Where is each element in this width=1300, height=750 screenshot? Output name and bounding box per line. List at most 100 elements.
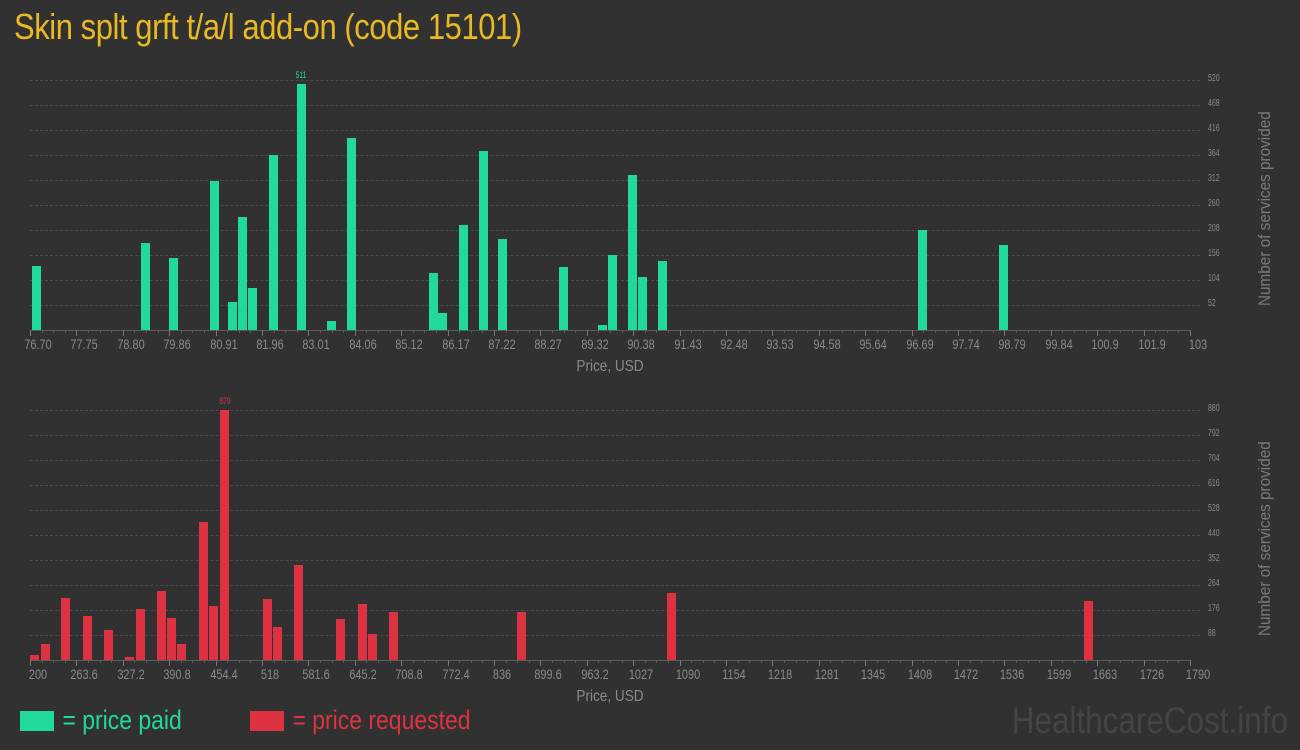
x-minor-tick: [795, 660, 797, 663]
x-minor-tick: [482, 330, 484, 333]
x-tick-mark: [958, 660, 959, 666]
x-minor-tick: [331, 330, 333, 333]
x-minor-tick: [517, 660, 519, 663]
x-tick-mark: [122, 660, 124, 666]
x-minor-tick: [923, 660, 925, 663]
bar: [347, 138, 357, 330]
x-tick-label: 80.91: [209, 336, 238, 352]
x-minor-tick: [41, 330, 43, 333]
x-minor-tick: [1120, 330, 1122, 333]
x-tick-label: 90.38: [627, 336, 655, 352]
bar: [167, 617, 177, 660]
legend-label-requested: = price requested: [292, 705, 471, 735]
x-tick-label: 1726: [1139, 666, 1164, 682]
bar: [327, 320, 337, 330]
x-tick-mark: [679, 330, 681, 336]
x-minor-tick: [1155, 660, 1157, 663]
x-minor-tick: [934, 660, 936, 663]
bar: [141, 242, 151, 330]
x-tick-mark: [865, 660, 867, 666]
x-minor-tick: [598, 660, 600, 663]
bar: [262, 598, 272, 660]
x-minor-tick: [111, 660, 113, 663]
x-tick-mark: [1004, 330, 1006, 336]
x-minor-tick: [528, 660, 530, 663]
x-tick-label: 96.69: [905, 336, 934, 352]
x-minor-tick: [99, 330, 101, 333]
bar: [367, 633, 377, 660]
x-minor-tick: [238, 330, 240, 333]
x-tick-mark: [865, 330, 867, 336]
x-minor-tick: [610, 660, 611, 663]
x-tick-label: 84.06: [349, 336, 377, 352]
x-minor-tick: [853, 330, 855, 333]
x-minor-tick: [1016, 330, 1017, 333]
bar: [199, 521, 209, 660]
x-minor-tick: [668, 660, 669, 663]
x-minor-tick: [737, 660, 739, 663]
bar: [294, 565, 304, 660]
x-minor-tick: [621, 660, 623, 663]
x-minor-tick: [389, 330, 391, 333]
x-tick-label: 200: [28, 666, 48, 682]
x-minor-tick: [946, 660, 948, 663]
x-minor-tick: [320, 330, 321, 333]
x-minor-tick: [1132, 330, 1133, 333]
bar: [124, 656, 134, 660]
bar: [248, 288, 258, 330]
x-minor-tick: [749, 660, 751, 663]
bar: [517, 611, 527, 660]
gridline: [30, 130, 1200, 131]
x-tick-label: 1027: [629, 666, 654, 682]
x-tick-mark: [586, 330, 588, 336]
bar: [268, 155, 278, 330]
gridline: [30, 180, 1200, 181]
x-minor-tick: [668, 330, 669, 333]
x-minor-tick: [192, 330, 194, 333]
bar: [428, 272, 438, 330]
gridline: [30, 610, 1200, 611]
x-tick-label: 92.48: [720, 336, 748, 352]
peak-value-label: 511: [295, 70, 307, 81]
x-minor-tick: [876, 660, 878, 663]
x-minor-tick: [528, 330, 530, 333]
x-tick-mark: [354, 660, 356, 666]
x-minor-tick: [505, 660, 507, 663]
x-minor-tick: [807, 330, 809, 333]
x-minor-tick: [1074, 330, 1075, 333]
y-tick-label: 704: [1208, 453, 1220, 464]
x-minor-tick: [424, 330, 426, 333]
y-tick-label: 104: [1208, 273, 1220, 284]
bar: [220, 410, 230, 660]
x-tick-label: 390.8: [163, 666, 191, 682]
x-minor-tick: [992, 660, 994, 663]
x-minor-tick: [53, 660, 55, 663]
x-minor-tick: [749, 330, 751, 333]
bar: [32, 266, 42, 330]
x-tick-mark: [447, 660, 449, 666]
x-minor-tick: [285, 660, 287, 663]
x-tick-mark: [633, 330, 635, 336]
bar: [82, 615, 92, 660]
y-tick-label: 364: [1208, 148, 1220, 159]
bar: [388, 611, 398, 660]
y-tick-label: 520: [1208, 73, 1220, 84]
x-minor-tick: [88, 660, 89, 663]
x-tick-label: 78.80: [117, 336, 145, 352]
x-tick-mark: [1004, 660, 1006, 666]
x-minor-tick: [99, 660, 101, 663]
x-minor-tick: [1166, 330, 1168, 333]
x-minor-tick: [714, 660, 716, 663]
x-minor-tick: [760, 660, 762, 663]
x-minor-tick: [1074, 660, 1075, 663]
x-minor-tick: [842, 660, 843, 663]
x-minor-tick: [575, 660, 577, 663]
x-tick-label: 76.70: [24, 336, 52, 352]
x-minor-tick: [285, 330, 287, 333]
x-minor-tick: [459, 330, 461, 333]
x-minor-tick: [343, 660, 345, 663]
x-tick-label: 1345: [861, 666, 886, 682]
x-tick-label: 83.01: [302, 336, 331, 352]
x-tick-mark: [215, 660, 217, 666]
bar: [103, 629, 113, 660]
